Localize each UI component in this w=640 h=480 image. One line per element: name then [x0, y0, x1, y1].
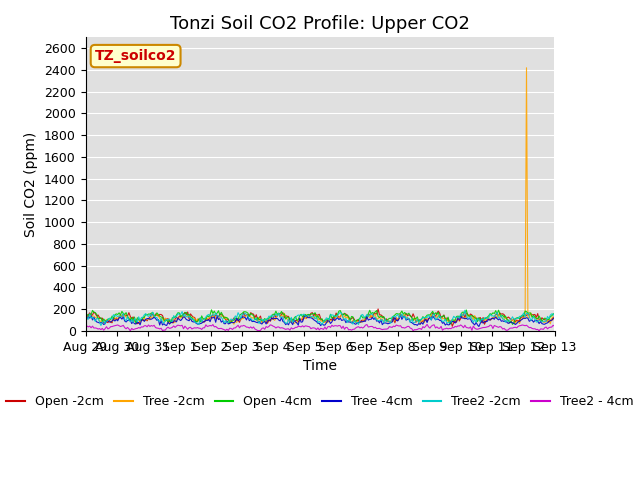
Legend: Open -2cm, Tree -2cm, Open -4cm, Tree -4cm, Tree2 -2cm, Tree2 - 4cm: Open -2cm, Tree -2cm, Open -4cm, Tree -4… — [1, 390, 639, 413]
Title: Tonzi Soil CO2 Profile: Upper CO2: Tonzi Soil CO2 Profile: Upper CO2 — [170, 15, 470, 33]
X-axis label: Time: Time — [303, 359, 337, 373]
Text: TZ_soilco2: TZ_soilco2 — [95, 49, 177, 63]
Y-axis label: Soil CO2 (ppm): Soil CO2 (ppm) — [24, 132, 38, 237]
